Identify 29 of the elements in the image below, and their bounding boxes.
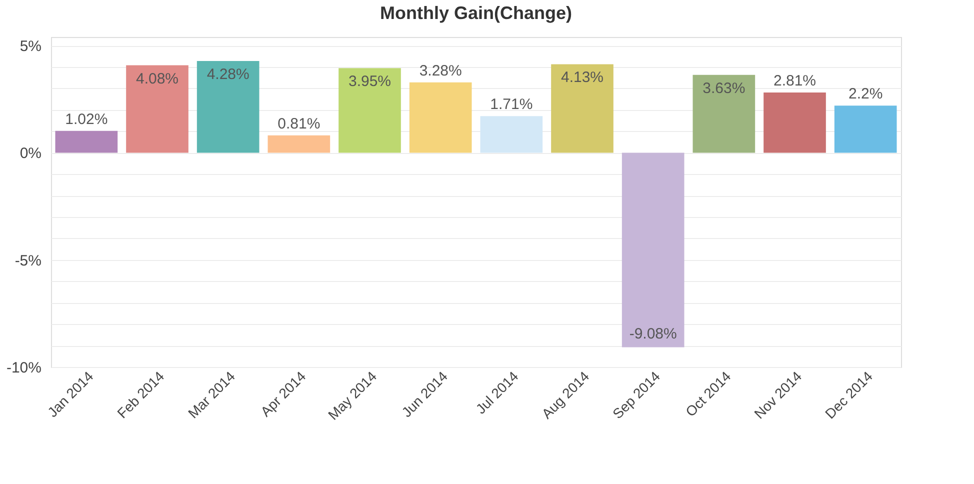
chart-title: Monthly Gain(Change) <box>380 3 572 23</box>
bar <box>764 92 826 153</box>
data-label: 2.2% <box>848 86 883 103</box>
data-label: 4.08% <box>136 70 179 88</box>
bar <box>268 135 330 153</box>
bar <box>692 74 756 153</box>
bar <box>622 152 684 348</box>
bar <box>55 130 118 153</box>
bar <box>551 64 614 153</box>
y-tick-label: -5% <box>14 252 42 270</box>
data-label: 1.02% <box>65 110 108 128</box>
data-label: 3.95% <box>348 73 392 90</box>
data-label: -9.08% <box>629 325 677 342</box>
data-label: 0.81% <box>278 115 320 132</box>
bar <box>338 68 401 153</box>
data-label: 4.28% <box>206 66 250 83</box>
bar <box>409 82 472 153</box>
y-tick-label: -10% <box>6 360 42 376</box>
data-label: 1.71% <box>490 96 533 114</box>
bar <box>126 65 188 153</box>
data-label: 2.81% <box>773 72 816 90</box>
bar <box>480 116 543 153</box>
data-label: 4.13% <box>560 69 604 86</box>
bar <box>196 61 260 153</box>
data-label: 3.63% <box>702 80 746 97</box>
data-label: 3.28% <box>419 62 462 80</box>
bar <box>834 106 897 153</box>
y-tick-label: 0% <box>20 145 42 162</box>
y-tick-label: 5% <box>20 38 42 56</box>
